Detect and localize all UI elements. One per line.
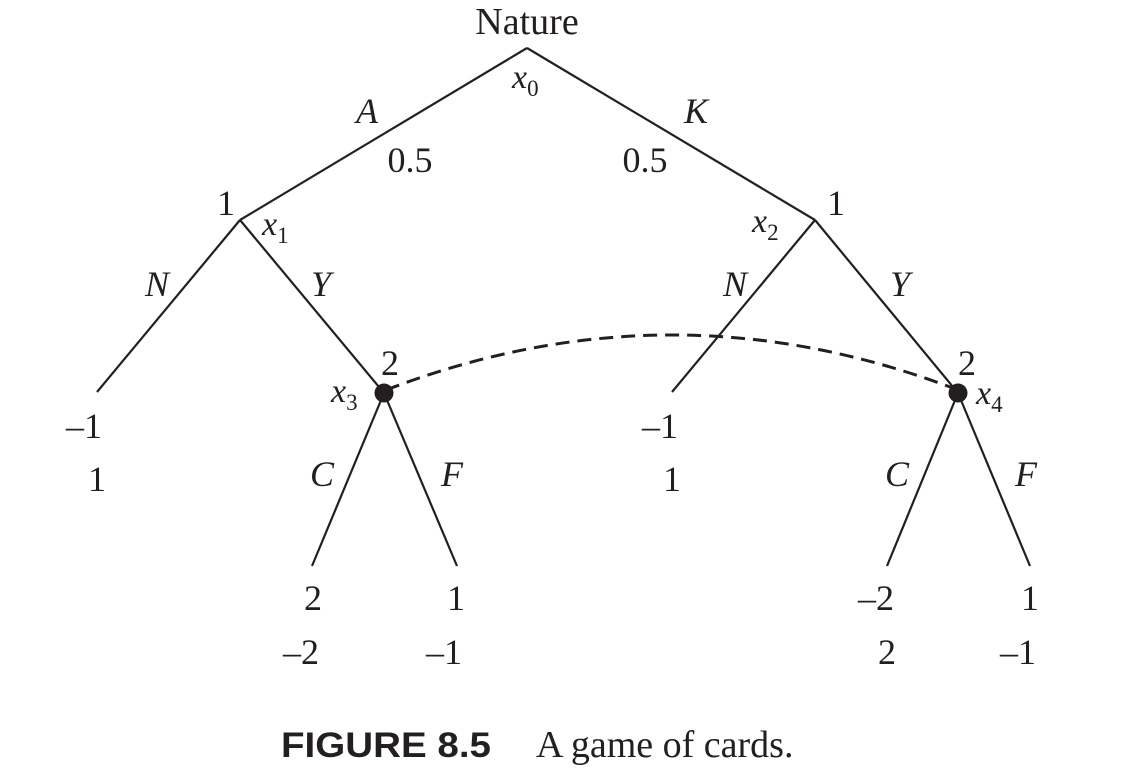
branch-label-x4-c: C [885, 454, 910, 494]
edge-x4-f [956, 392, 1032, 567]
payoff-value: –1 [641, 406, 678, 446]
branch-label-x2-y: Y [890, 264, 914, 304]
payoff-x1-n: –1 1 [65, 406, 106, 499]
payoff-x3-c: 2 –2 [282, 578, 322, 672]
branch-label-x4-f: F [1014, 454, 1038, 494]
edge-root-x1 [239, 47, 528, 221]
node-x1-name: x1 [261, 206, 289, 248]
payoff-x4-c: –2 2 [857, 578, 896, 672]
branch-label-x1-y: Y [311, 264, 335, 304]
node-x4-name: x4 [975, 375, 1003, 417]
payoff-value: 1 [663, 459, 681, 499]
branch-label-x3-f: F [440, 454, 464, 494]
edge-x3-f [382, 392, 459, 567]
root-label: Nature [475, 1, 578, 43]
edge-root-x2 [526, 47, 816, 221]
branch-label-k: K [683, 91, 710, 131]
edge-x2-n [671, 219, 816, 393]
payoff-value: –1 [999, 632, 1036, 672]
payoff-value: 2 [878, 632, 896, 672]
edge-x1-n [96, 219, 241, 393]
node-x3-player: 2 [381, 343, 399, 383]
caption-label: FIGURE 8.5 [281, 726, 491, 765]
information-set-dashed-line [385, 333, 959, 392]
node-x2-player: 1 [827, 183, 845, 223]
payoff-value: 1 [1021, 578, 1039, 618]
payoff-value: –1 [425, 632, 462, 672]
node-x2-name: x2 [751, 203, 779, 245]
branch-label-x1-n: N [144, 264, 171, 304]
payoff-value: 2 [304, 578, 322, 618]
node-x4-player: 2 [958, 343, 976, 383]
node-x3-dot [374, 383, 394, 403]
payoff-x3-f: 1 –1 [425, 578, 465, 672]
caption-text: A game of cards. [536, 724, 793, 766]
node-x3-name: x3 [330, 373, 358, 415]
branch-label-x3-c: C [310, 454, 335, 494]
tree-edges [96, 47, 1032, 567]
node-x1-player: 1 [217, 183, 235, 223]
payoff-value: –2 [857, 578, 894, 618]
edge-x3-c [310, 392, 386, 567]
payoff-value: 1 [447, 578, 465, 618]
node-x0-name: x0 [511, 59, 539, 101]
payoff-x2-n: –1 1 [641, 406, 681, 499]
payoff-value: –1 [65, 406, 102, 446]
edge-x1-y [239, 219, 385, 394]
branch-label-a: A [354, 91, 379, 131]
node-x4-dot [948, 383, 968, 403]
branch-prob-k: 0.5 [623, 140, 668, 180]
edge-x2-y [814, 219, 959, 394]
payoff-x4-f: 1 –1 [999, 578, 1039, 672]
payoff-value: 1 [88, 459, 106, 499]
payoff-value: –2 [282, 632, 319, 672]
edge-x4-c [885, 392, 960, 567]
branch-label-x2-n: N [722, 264, 749, 304]
branch-prob-a: 0.5 [388, 140, 433, 180]
